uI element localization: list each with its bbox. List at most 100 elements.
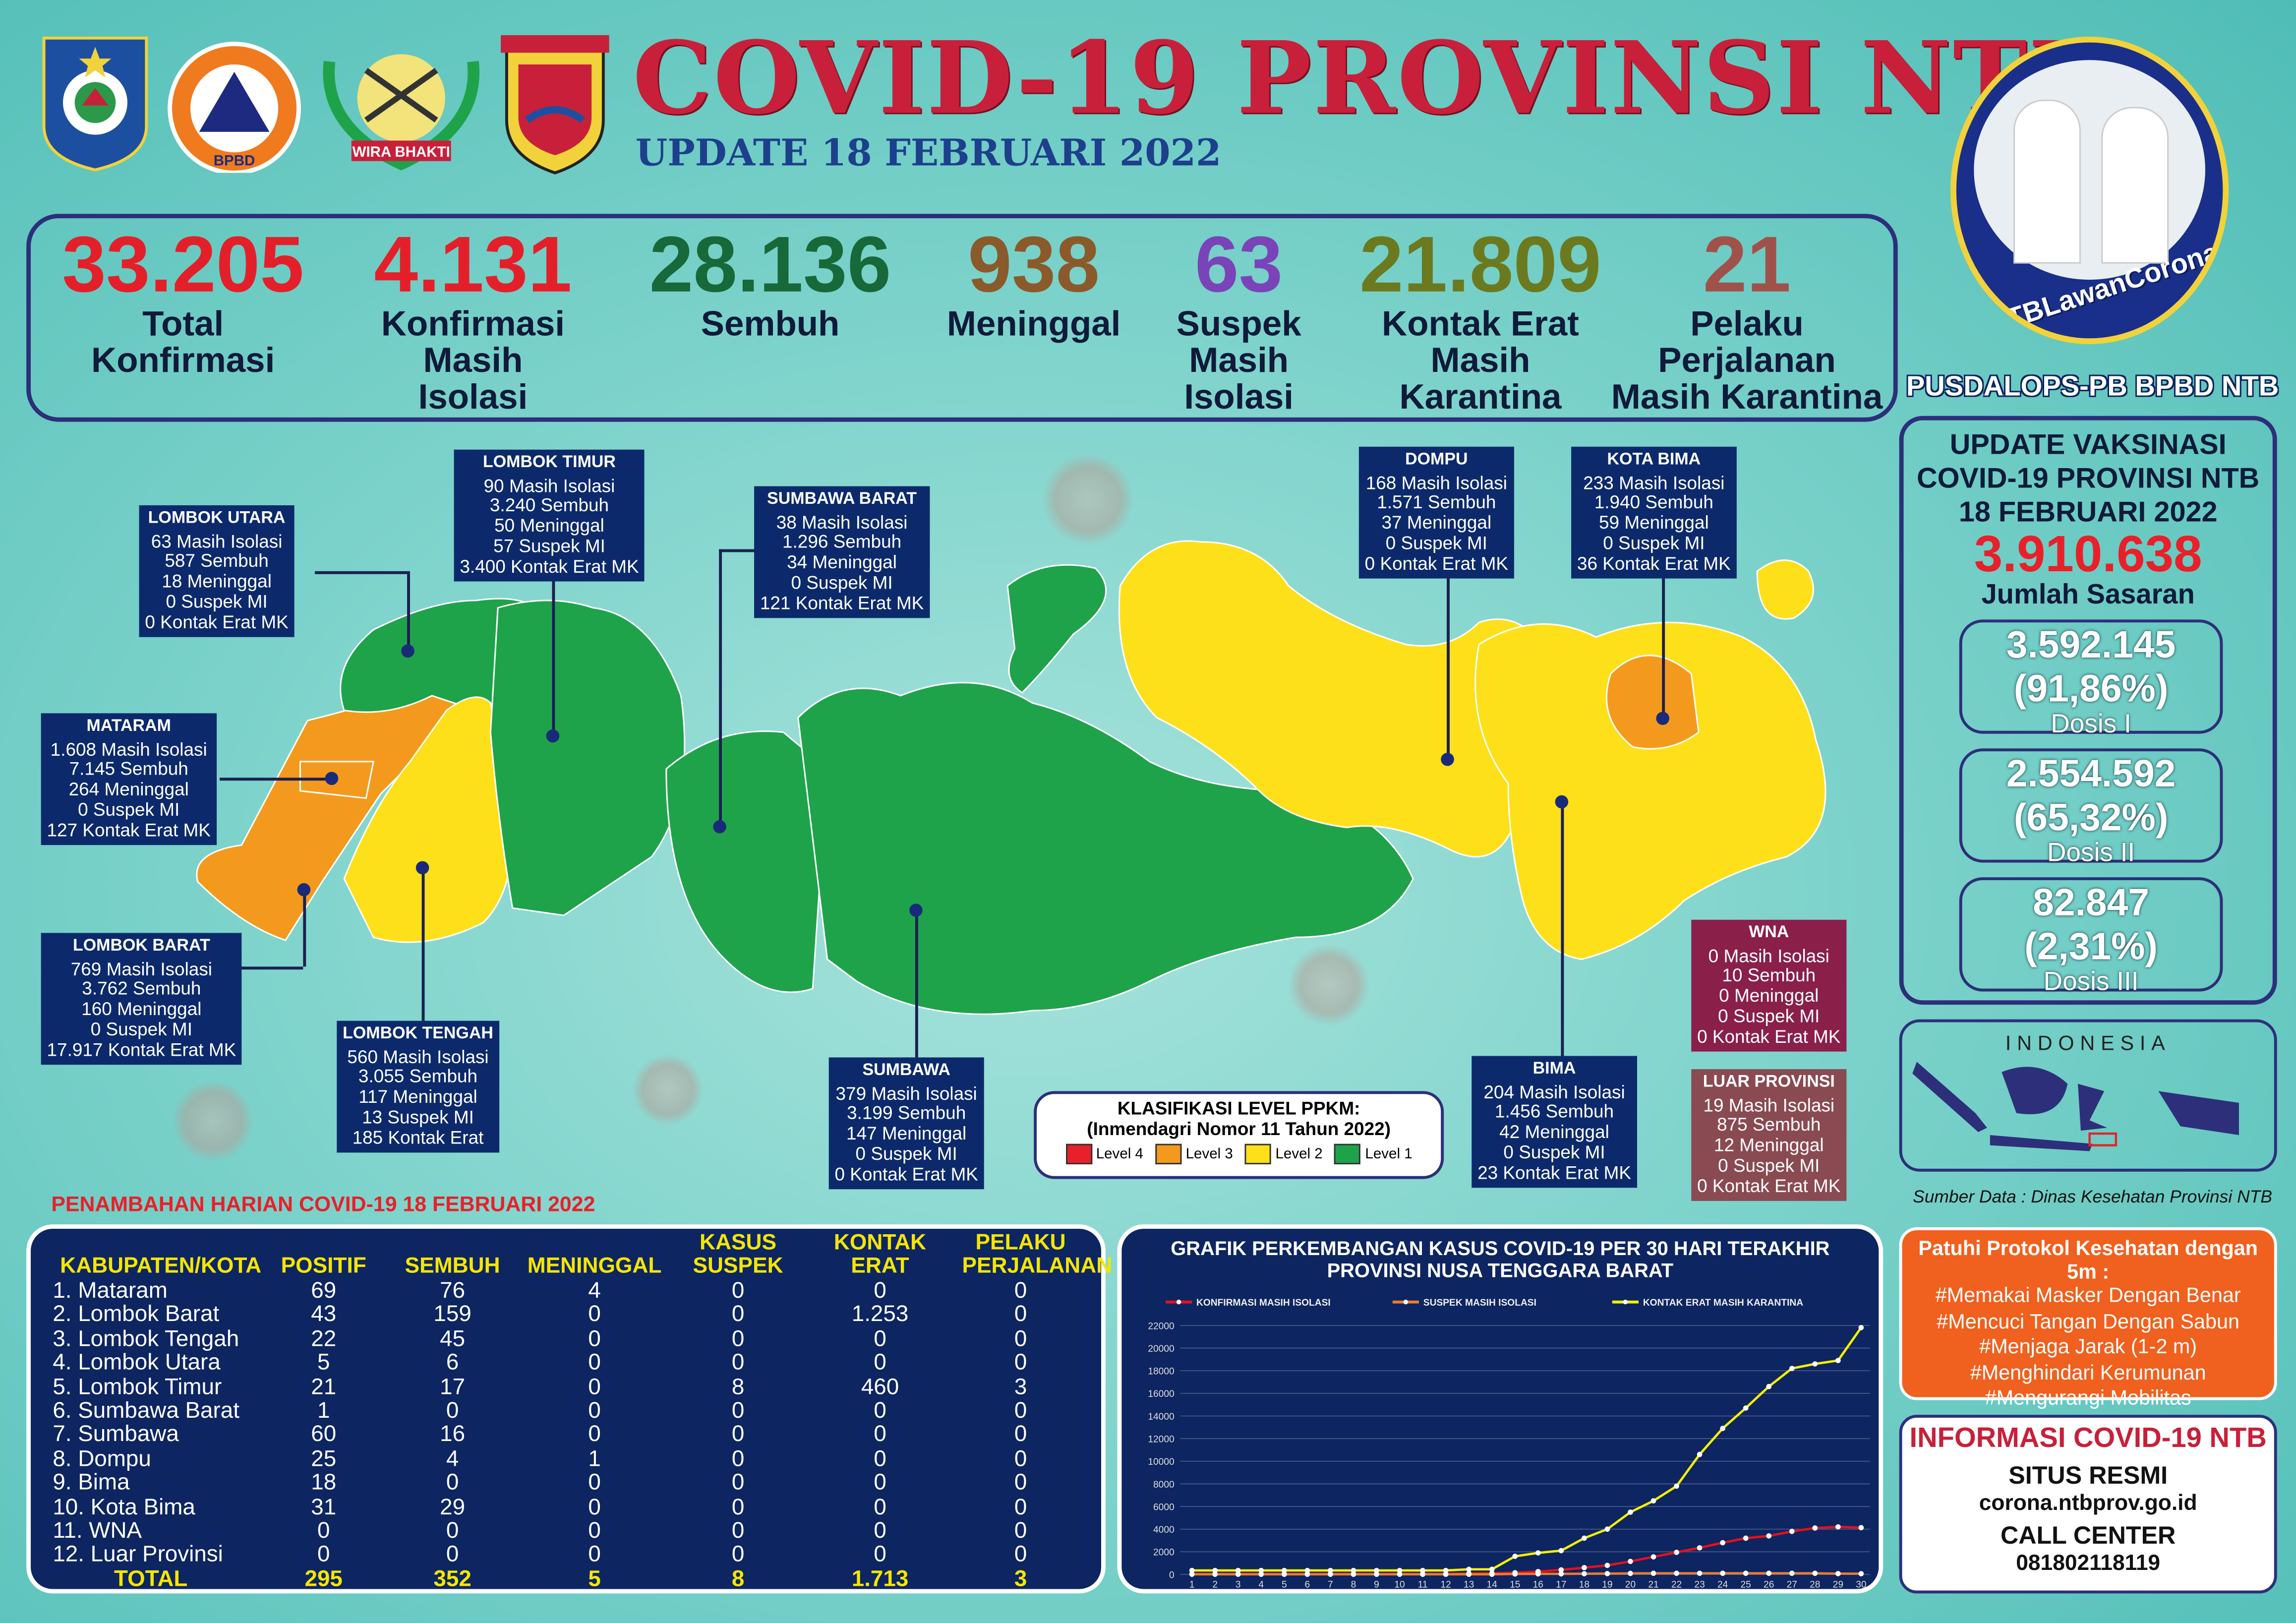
data-point [1835, 1524, 1841, 1530]
x-tick-label: 4 [1258, 1580, 1264, 1589]
x-tick-label: 6 [1305, 1580, 1310, 1589]
virus-illustration [632, 1054, 703, 1125]
virus-illustration [1042, 454, 1134, 545]
region-name: SUMBAWA BARAT [767, 490, 917, 508]
y-tick-label: 18000 [1148, 1367, 1174, 1377]
table-cell: 3. Lombok Tengah [53, 1326, 239, 1352]
data-point [1328, 1567, 1333, 1573]
table-cell: 0 [731, 1423, 745, 1448]
region-stat: 3.762 Sembuh [82, 979, 201, 1000]
data-point [1443, 1571, 1449, 1577]
target-label: Jumlah Sasaran [1981, 580, 2195, 611]
table-cell: 0 [1014, 1302, 1027, 1328]
table-cell: 25 [311, 1446, 337, 1472]
protocol-item: #Menjaga Jarak (1-2 m) [1979, 1334, 2197, 1358]
protocol-item: #Mengurangi Mobilitas [1985, 1386, 2191, 1410]
region-stat: 379 Masih Isolasi [835, 1083, 977, 1104]
call-center-number[interactable]: 081802118119 [2016, 1551, 2161, 1576]
region-pin [712, 819, 726, 833]
region-name: SUMBAWA [862, 1062, 950, 1080]
pusdalops-label: PUSDALOPS-PB BPBD NTB [1906, 372, 2279, 403]
table-cell: 2. Lombok Barat [53, 1302, 220, 1328]
data-point [1466, 1571, 1472, 1577]
region-stat: 3.400 Kontak Erat MK [460, 555, 639, 577]
series-line-1 [1192, 1572, 1861, 1576]
data-point [1212, 1571, 1218, 1577]
table-cell: 460 [861, 1375, 899, 1400]
table-cell: 0 [588, 1470, 601, 1496]
governor-portrait: #NTBLawanCorona [1950, 36, 2229, 345]
stat-value: 63 [1194, 221, 1283, 309]
website-link[interactable]: corona.ntbprov.go.id [1979, 1491, 2197, 1516]
x-tick-label: 21 [1648, 1580, 1658, 1589]
table-cell: 0 [588, 1326, 601, 1352]
region-name: LUAR PROVINSI [1703, 1073, 1835, 1091]
dose-label: Dosis II [2047, 838, 2135, 867]
data-point [1835, 1571, 1841, 1576]
region-stat: 17.917 Kontak Erat MK [47, 1039, 236, 1060]
call-center-label: CALL CENTER [2000, 1521, 2176, 1550]
leader-line [1561, 801, 1563, 1056]
table-cell: 76 [440, 1278, 466, 1304]
x-tick-label: 12 [1440, 1580, 1451, 1589]
data-point [1674, 1550, 1679, 1555]
region-stat: 19 Masih Isolasi [1703, 1095, 1835, 1116]
table-cell: 0 [1014, 1495, 1027, 1520]
table-cell: 0 [874, 1470, 886, 1496]
indonesia-map-panel: INDONESIA [1899, 1019, 2277, 1172]
leader-line [1447, 564, 1449, 759]
dose-value: 2.554.592 [2006, 751, 2176, 795]
region-stat: 34 Meninggal [787, 552, 897, 573]
data-point [1697, 1451, 1703, 1457]
data-point [1582, 1571, 1587, 1576]
data-point [1558, 1571, 1564, 1577]
daily-table: KABUPATEN/KOTA POSITIF SEMBUH MENINGGAL KASU… [26, 1224, 1112, 1594]
x-tick-label: 7 [1328, 1580, 1333, 1589]
data-point [1420, 1567, 1425, 1573]
table-total-cell: 8 [731, 1566, 745, 1592]
region-box-kota-bima: KOTA BIMA 233 Masih Isolasi 1.940 Sembuh 59… [1571, 446, 1737, 579]
ppkm-legend-subtitle: (Inmendagri Nomor 11 Tahun 2022) [1087, 1119, 1391, 1140]
region-stat: 0 Suspek MI [1718, 1155, 1820, 1176]
legend-marker [1403, 1299, 1409, 1305]
region-box-wna: WNA 0 Masih Isolasi 10 Sembuh 0 Meninggal 0 … [1691, 919, 1847, 1052]
x-tick-label: 23 [1694, 1580, 1705, 1589]
region-stat: 3.199 Sembuh [847, 1103, 966, 1124]
region-name: WNA [1749, 924, 1789, 942]
data-point [1604, 1526, 1610, 1532]
region-stat: 0 Kontak Erat MK [834, 1163, 978, 1184]
table-cell: 0 [1014, 1446, 1027, 1472]
table-cell: 0 [446, 1518, 459, 1544]
table-cell: 0 [731, 1326, 745, 1352]
data-point [1812, 1361, 1818, 1367]
table-cell: 0 [874, 1350, 886, 1376]
data-point [1743, 1535, 1749, 1541]
data-point [1789, 1366, 1795, 1371]
dose-card-1: 3.592.145 (91,86%) Dosis I [1959, 619, 2223, 737]
protocol-item: #Menghindari Kerumunan [1970, 1360, 2206, 1384]
table-total-cell: 352 [433, 1566, 471, 1592]
leader-line [315, 571, 408, 574]
x-tick-label: 15 [1510, 1580, 1520, 1589]
data-point [1604, 1571, 1610, 1576]
ppkm-level-1: Level 1 [1334, 1143, 1413, 1165]
region-stat: 12 Meninggal [1713, 1135, 1824, 1156]
legend-label: SUSPEK MASIH ISOLASI [1423, 1298, 1536, 1308]
info-title: INFORMASI COVID-19 NTB [1909, 1423, 2267, 1454]
map-kota-bima [1605, 655, 1700, 750]
region-stat: 38 Masih Isolasi [776, 512, 908, 533]
table-cell: 0 [588, 1495, 601, 1520]
table-cell: 0 [1014, 1518, 1027, 1544]
data-point [1235, 1567, 1241, 1573]
data-point [1304, 1567, 1310, 1573]
protocol-title: Patuhi Protokol Kesehatan dengan 5m : [1918, 1236, 2258, 1283]
map-sumbawa-barat [665, 730, 828, 993]
data-point [1697, 1545, 1703, 1551]
series-line-0 [1192, 1525, 1861, 1575]
data-point [1397, 1571, 1403, 1577]
vaccination-panel: UPDATE VAKSINASI COVID-19 PROVINSI NTB 1… [1899, 416, 2277, 1005]
region-stat: 18 Meninggal [162, 571, 272, 592]
region-stat: 57 Suspek MI [493, 536, 605, 556]
map-sumbawa [797, 682, 1414, 1015]
table-header: MENINGGAL [527, 1254, 662, 1279]
